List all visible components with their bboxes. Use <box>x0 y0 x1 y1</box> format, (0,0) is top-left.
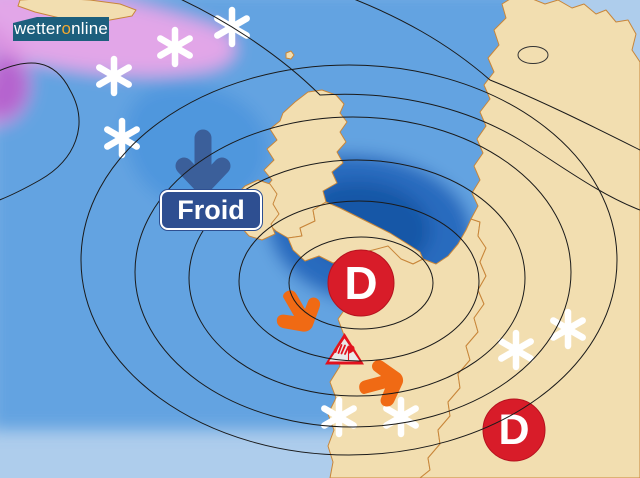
svg-text:D: D <box>344 257 377 309</box>
